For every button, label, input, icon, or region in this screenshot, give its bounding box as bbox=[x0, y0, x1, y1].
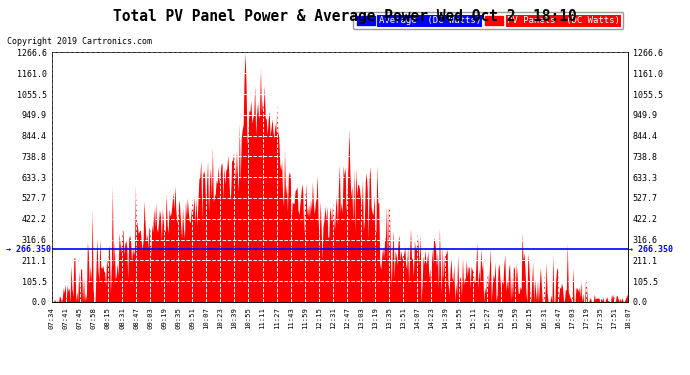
Text: → 266.350: → 266.350 bbox=[629, 245, 673, 254]
Text: Copyright 2019 Cartronics.com: Copyright 2019 Cartronics.com bbox=[7, 38, 152, 46]
Text: Total PV Panel Power & Average Power Wed Oct 2  18:10: Total PV Panel Power & Average Power Wed… bbox=[113, 9, 577, 24]
Text: → 266.350: → 266.350 bbox=[6, 245, 51, 254]
Legend: Average  (DC Watts), PV Panels  (DC Watts): Average (DC Watts), PV Panels (DC Watts) bbox=[353, 12, 623, 29]
